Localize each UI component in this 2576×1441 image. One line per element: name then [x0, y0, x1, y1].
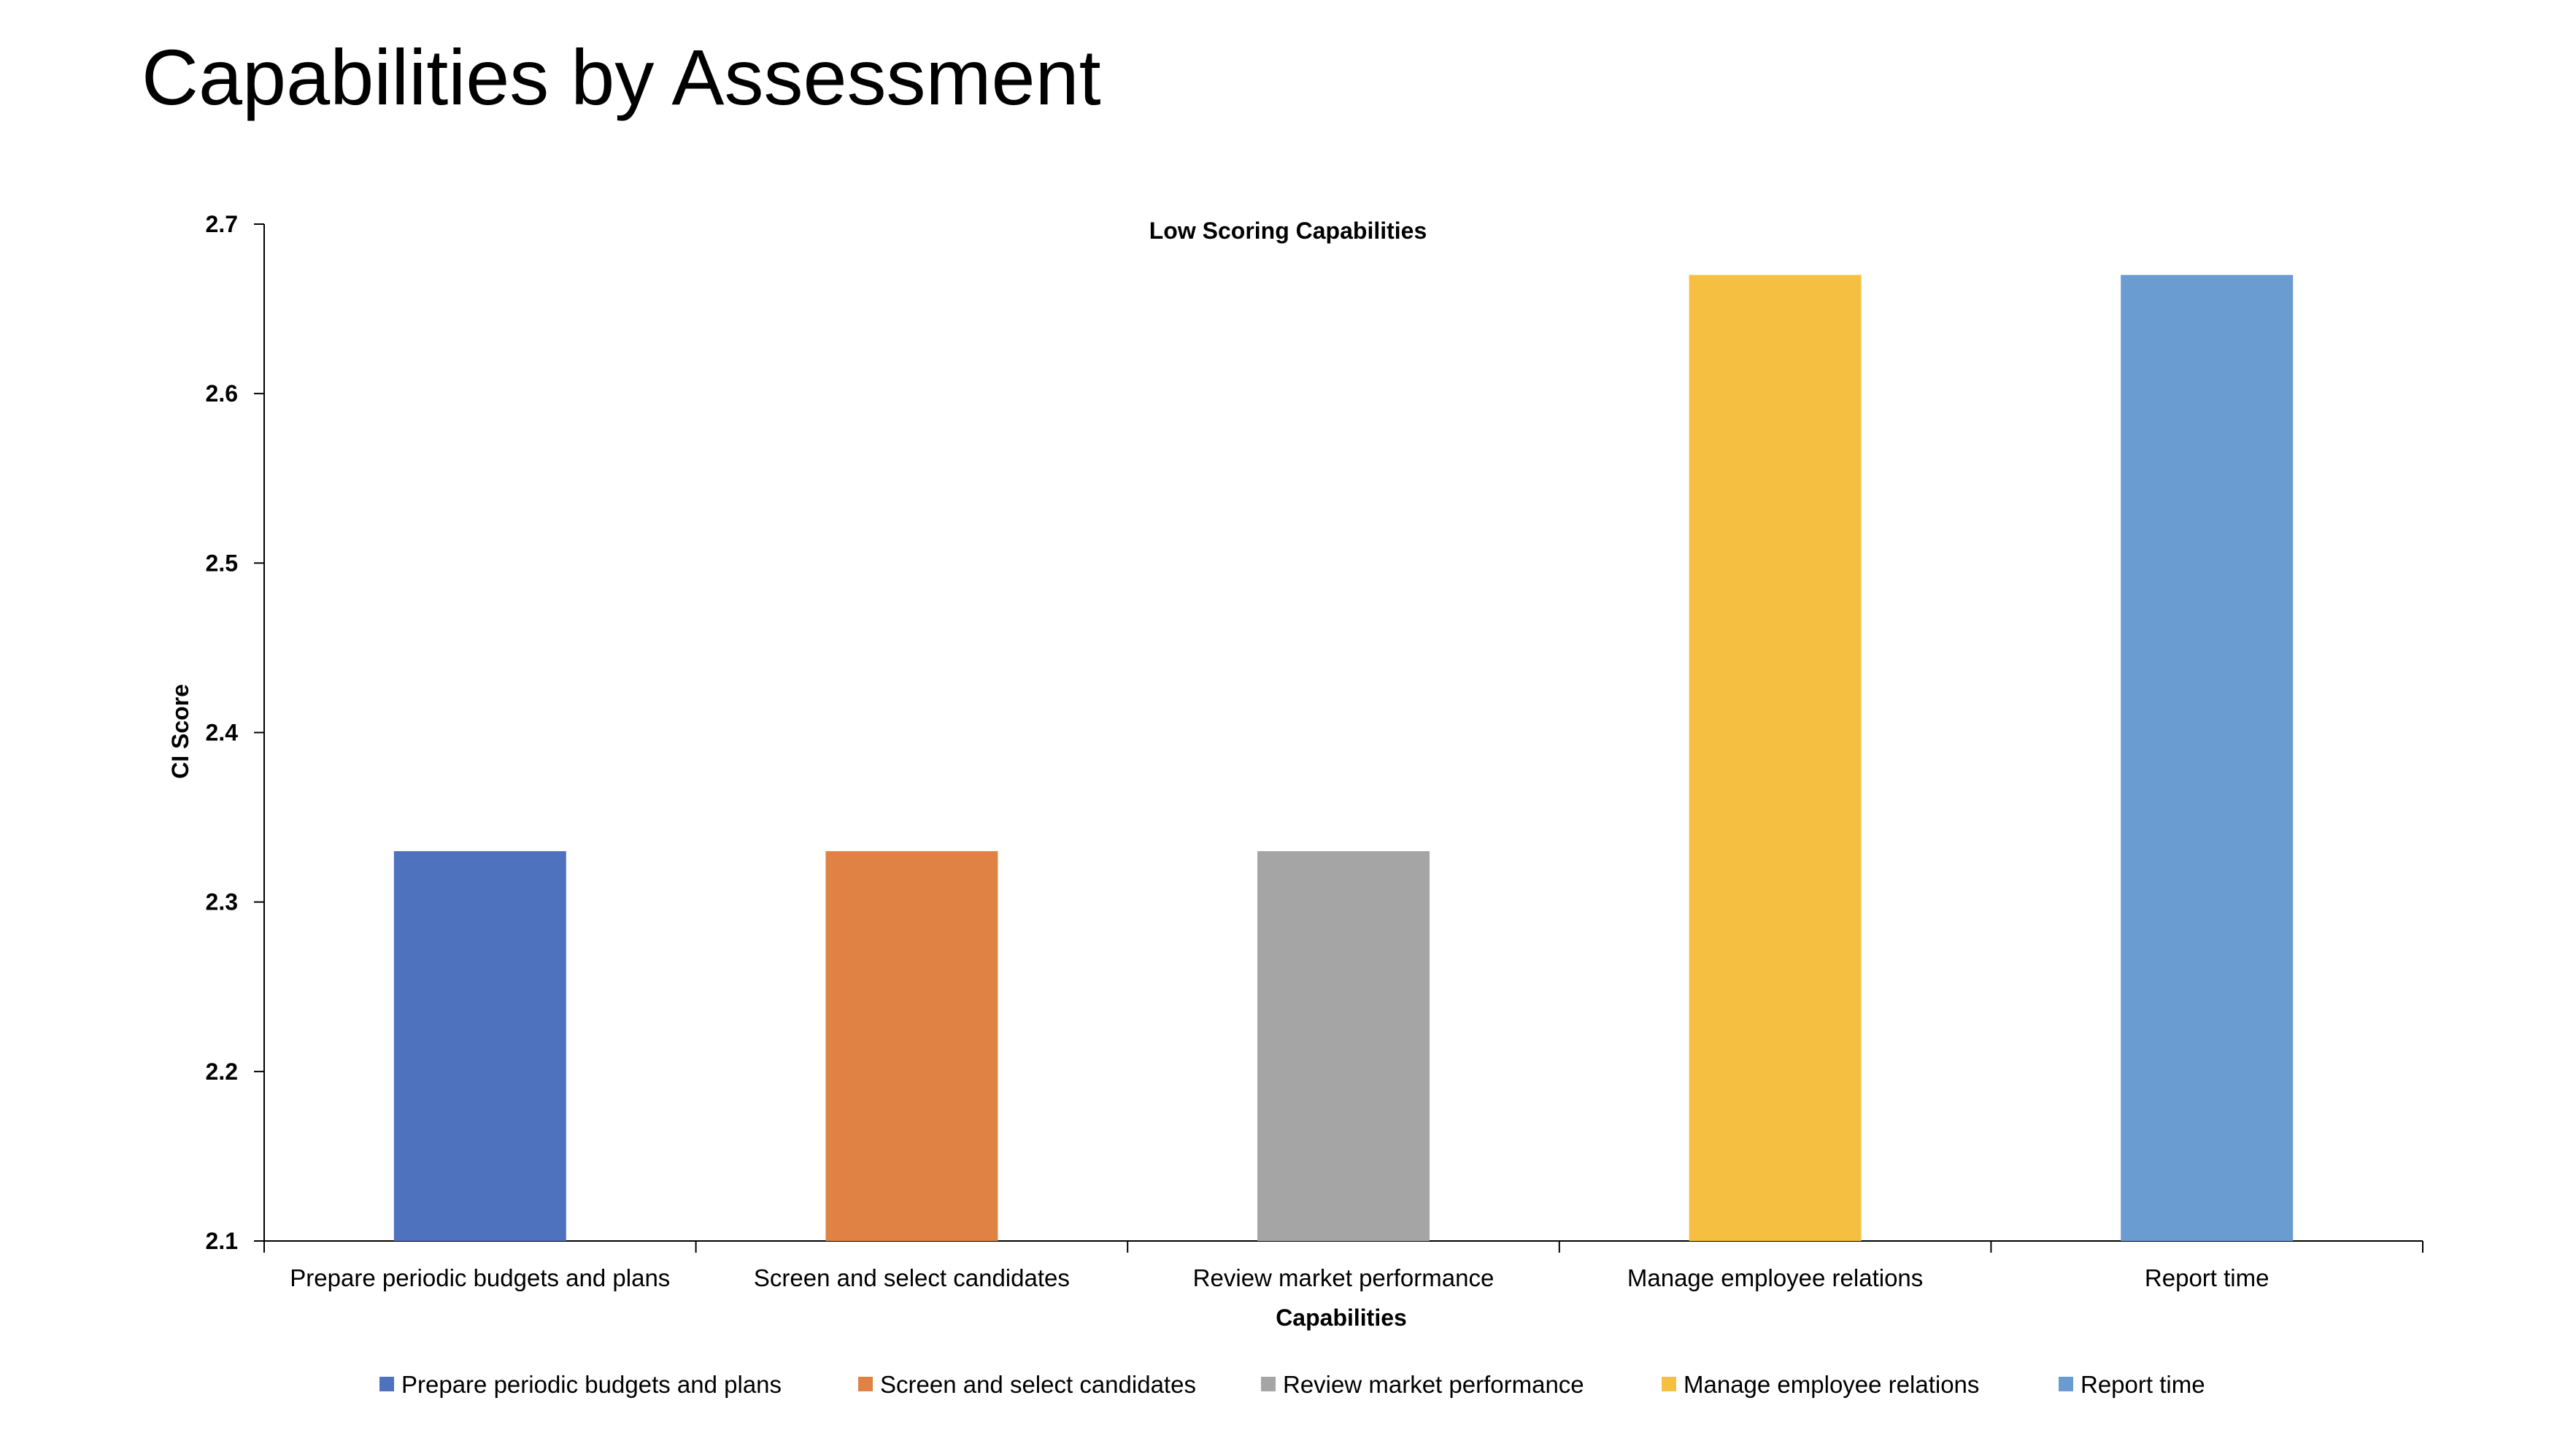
bar [825, 851, 998, 1241]
x-category-label: Manage employee relations [1627, 1264, 1923, 1291]
y-tick-label: 2.7 [206, 211, 238, 237]
y-tick-label: 2.5 [206, 550, 238, 576]
bars [393, 274, 2294, 1241]
chart-title: Low Scoring Capabilities [1149, 218, 1427, 244]
x-category-label: Screen and select candidates [754, 1264, 1070, 1291]
x-axis: Prepare periodic budgets and plans Screen… [263, 1240, 2423, 1291]
legend-swatch [2059, 1377, 2073, 1391]
legend-label: Manage employee relations [1684, 1371, 1979, 1398]
legend-swatch [1662, 1377, 1676, 1391]
y-tick-label: 2.6 [206, 380, 238, 407]
bar [2121, 274, 2294, 1241]
legend-label: Report time [2081, 1371, 2205, 1398]
bar [1257, 851, 1430, 1241]
slide-title: Capabilities by Assessment [142, 33, 1101, 121]
legend-swatch [379, 1377, 394, 1391]
bar [1689, 274, 1862, 1241]
y-tick-label: 2.4 [206, 720, 239, 746]
x-axis-title: Capabilities [1276, 1304, 1407, 1331]
y-tick-label: 2.3 [206, 889, 238, 915]
legend: Prepare periodic budgets and plans Screen… [379, 1371, 2205, 1398]
y-tick-label: 2.2 [206, 1058, 238, 1085]
legend-label: Review market performance [1283, 1371, 1584, 1398]
legend-label: Screen and select candidates [880, 1371, 1196, 1398]
legend-label: Prepare periodic budgets and plans [401, 1371, 782, 1398]
y-axis-title: CI Score [167, 684, 193, 779]
y-tick-label: 2.1 [206, 1228, 238, 1254]
bar [393, 851, 566, 1241]
legend-swatch [1261, 1377, 1276, 1391]
x-category-label: Report time [2145, 1264, 2270, 1291]
legend-swatch [858, 1377, 873, 1391]
x-category-label: Prepare periodic budgets and plans [290, 1264, 670, 1291]
x-category-label: Review market performance [1193, 1264, 1495, 1291]
y-axis: 2.1 2.2 2.3 2.4 2.5 2.6 2.7 [206, 211, 265, 1254]
